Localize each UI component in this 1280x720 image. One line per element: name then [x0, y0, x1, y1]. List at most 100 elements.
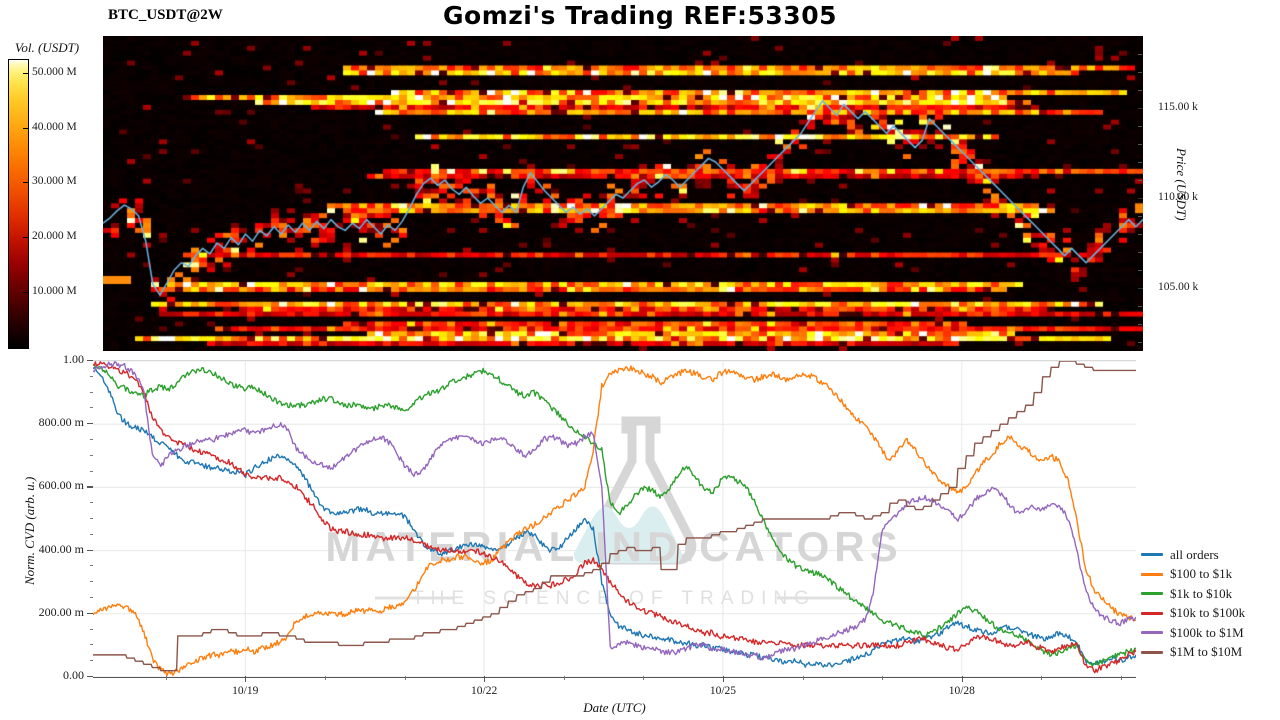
legend-item-1k-to-10k[interactable]: $1k to $10k	[1141, 584, 1280, 604]
legend-item-label: $100 to $1k	[1170, 566, 1233, 582]
cvd-x-minor-tick	[1121, 676, 1123, 680]
legend-swatch-icon	[1141, 631, 1163, 635]
cvd-y-minor-tick	[89, 391, 93, 393]
cvd-x-minor-tick	[563, 676, 565, 680]
legend-item-10k-to-100k[interactable]: $10k to $100k	[1141, 604, 1280, 624]
cvd-y-minor-tick	[89, 660, 93, 662]
price-axis-minor-tick	[1138, 342, 1142, 343]
colorbar-tick: 30.000 M	[23, 175, 100, 188]
legend-item-label: $10k to $100k	[1170, 605, 1246, 621]
legend-swatch-icon	[1141, 611, 1163, 615]
cvd-x-tick-mark	[722, 676, 725, 682]
legend-swatch-icon	[1141, 572, 1163, 576]
legend-item-label: $1k to $10k	[1170, 585, 1233, 601]
cvd-y-minor-tick	[89, 565, 93, 567]
price-axis-tick-label: 110.00 k	[1158, 191, 1198, 203]
price-axis-minor-tick	[1138, 180, 1142, 181]
price-axis-minor-tick	[1138, 234, 1142, 235]
cvd-y-minor-tick	[89, 470, 93, 472]
cvd-y-minor-tick	[89, 375, 93, 377]
price-axis-minor-tick	[1138, 306, 1142, 307]
price-axis-label: Price (USDT)	[1174, 148, 1189, 221]
symbol-label: BTC_USDT@2W	[108, 7, 223, 23]
price-axis-minor-tick	[1138, 126, 1142, 127]
price-axis-minor-tick	[1138, 252, 1142, 253]
legend-item-100k-to-1m[interactable]: $100k to $1M	[1141, 623, 1280, 643]
cvd-plot-area[interactable]: MATERIAL INDICATORS THE SCIENCE OF TRADI…	[93, 360, 1136, 678]
cvd-series-1k-to-10k	[93, 364, 1136, 667]
cvd-y-tick-label: 0.00	[63, 668, 84, 682]
cvd-x-tick-label: 10/19	[232, 685, 259, 697]
cvd-y-axis: 1.00 800.00 m 600.00 m 400.00 m 200.00 m 0.00	[0, 352, 93, 685]
cvd-series-100-to-1k	[93, 365, 1136, 677]
cvd-y-tick-mark	[87, 549, 93, 551]
cvd-y-minor-tick	[89, 628, 93, 630]
price-axis-minor-tick	[1138, 162, 1142, 163]
cvd-y-tick-mark	[87, 423, 93, 425]
legend-item-1m-to-10m[interactable]: $1M to $10M	[1141, 643, 1280, 663]
colorbar-tick-label: 30.000 M	[32, 175, 77, 188]
colorbar-tick: 20.000 M	[23, 230, 100, 243]
cvd-x-minor-tick	[404, 676, 406, 680]
cvd-y-minor-tick	[89, 644, 93, 646]
cvd-y-tick-mark	[87, 612, 93, 614]
cvd-x-tick-label: 10/22	[471, 685, 498, 697]
cvd-series-10k-to-100k	[93, 361, 1136, 674]
legend-item-all-orders[interactable]: all orders	[1141, 545, 1280, 565]
price-axis-tick-label: 105.00 k	[1158, 281, 1199, 293]
heatmap-canvas	[103, 36, 1143, 351]
cvd-x-tick-mark	[484, 676, 486, 682]
price-axis-tick: 105.00 k	[1137, 281, 1199, 293]
colorbar-tick: 40.000 M	[23, 120, 100, 133]
cvd-x-tick-label: 10/25	[709, 685, 737, 697]
legend-swatch-icon	[1141, 650, 1163, 654]
colorbar-tick: 50.000 M	[23, 65, 100, 78]
cvd-y-minor-tick	[89, 597, 93, 598]
legend-item-100-to-1k[interactable]: $100 to $1k	[1141, 565, 1280, 585]
cvd-y-tick-label: 800.00 m	[38, 415, 84, 430]
cvd-y-axis-label: Norm. CVD (arb. u.)	[22, 476, 37, 585]
price-axis-minor-tick	[1138, 216, 1142, 217]
legend-swatch-icon	[1141, 592, 1163, 596]
cvd-y-minor-tick	[89, 439, 93, 440]
cvd-x-minor-tick	[324, 676, 326, 680]
cvd-y-tick-mark	[87, 360, 93, 362]
price-axis-tick: 110.00 k	[1138, 191, 1198, 203]
colorbar-tick-label: 50.000 M	[32, 65, 77, 78]
volume-colorbar: Vol. (USDT) 50.000 M 40.000 M 30.000 M 20.0…	[0, 40, 100, 352]
legend-item-label: all orders	[1170, 546, 1219, 562]
order-book-liquidity-heatmap[interactable]	[103, 36, 1143, 351]
price-axis-minor-tick	[1138, 54, 1142, 55]
cvd-series-lines	[93, 361, 1136, 677]
cvd-y-minor-tick	[89, 407, 93, 409]
price-axis: 115.00 k 110.00 k 105.00 k	[1137, 36, 1280, 351]
colorbar-tick-label: 20.000 M	[32, 230, 77, 243]
cvd-y-tick-label: 1.00	[63, 352, 84, 366]
legend-item-label: $100k to $1M	[1170, 624, 1244, 640]
cvd-x-minor-tick	[1041, 676, 1043, 680]
cvd-y-tick-mark	[87, 486, 93, 488]
cvd-series-100k-to-1m	[93, 361, 1136, 661]
cvd-x-axis: 10/19 10/22 10/25 10/28	[93, 676, 1136, 720]
cvd-x-tick-label: 10/28	[948, 685, 975, 697]
price-axis-minor-tick	[1138, 90, 1142, 91]
cvd-y-tick-mark	[87, 676, 93, 678]
price-axis-tick: 115.00 k	[1138, 101, 1198, 113]
colorbar-title: Vol. (USDT)	[14, 40, 80, 55]
colorbar-tick-label: 40.000 M	[32, 120, 77, 133]
cvd-x-minor-tick	[643, 676, 645, 680]
cvd-y-tick-label: 600.00 m	[38, 478, 84, 493]
cvd-y-tick-label: 400.00 m	[38, 541, 84, 556]
cvd-y-tick-label: 200.00 m	[38, 604, 84, 619]
cvd-x-tick-mark	[961, 676, 963, 682]
cvd-legend[interactable]: all orders $100 to $1k $1k to $10k $10k to …	[1141, 545, 1280, 662]
cvd-x-axis-label: Date (UTC)	[583, 700, 646, 715]
cvd-series-all-orders	[93, 366, 1136, 668]
colorbar-gradient	[8, 59, 29, 349]
page-title: Gomzi's Trading REF:53305	[443, 1, 837, 30]
price-axis-minor-tick	[1138, 144, 1142, 145]
price-axis-tick-label: 115.00 k	[1158, 101, 1198, 113]
cvd-y-minor-tick	[89, 454, 93, 456]
legend-swatch-icon	[1141, 553, 1163, 557]
